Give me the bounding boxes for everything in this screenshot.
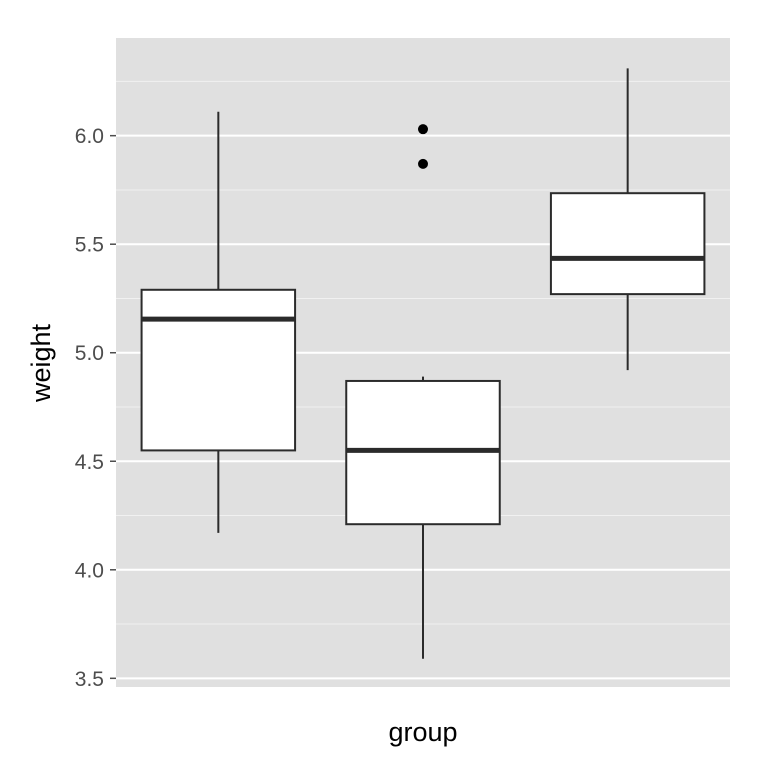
y-tick-label: 6.0 <box>75 125 104 148</box>
box-group <box>140 111 297 533</box>
box-group <box>345 124 501 659</box>
y-tick-label: 3.5 <box>75 668 104 691</box>
outlier-point <box>418 124 428 135</box>
boxes-layer <box>140 68 706 659</box>
box-group <box>549 68 706 371</box>
y-tick-label: 4.0 <box>75 559 104 582</box>
outlier-point <box>418 158 428 169</box>
x-axis-title: group <box>388 717 457 747</box>
y-tick-label: 5.5 <box>75 234 104 257</box>
y-axis: 3.5 4.0 4.5 5.0 5.5 6.0 <box>75 125 116 691</box>
box-iqr <box>140 288 297 452</box>
y-tick-label: 5.0 <box>75 342 104 365</box>
y-axis-title: weight <box>26 323 56 403</box>
y-tick-label: 4.5 <box>75 451 104 474</box>
box-iqr <box>549 192 706 296</box>
